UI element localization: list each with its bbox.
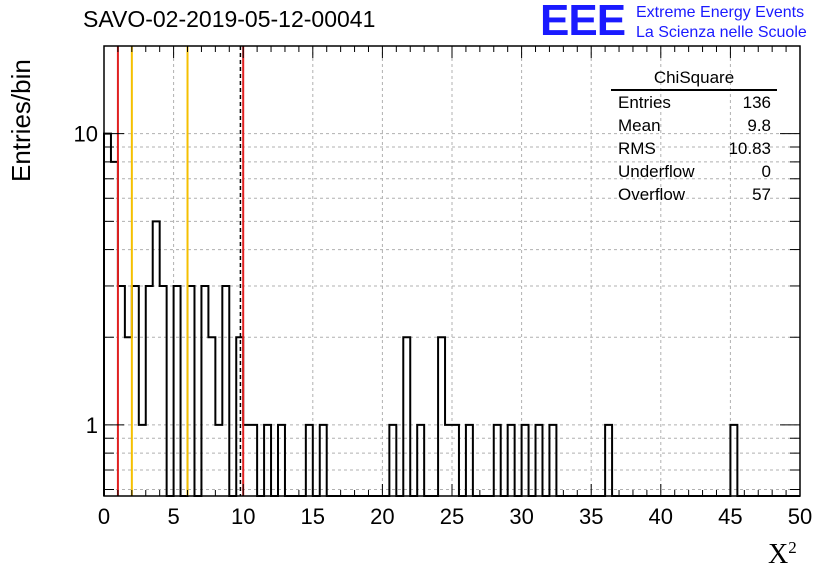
stats-label: Entries: [618, 93, 671, 112]
y-tick-label: 1: [86, 413, 98, 438]
histogram-bin: [222, 286, 229, 496]
stats-row-mean: Mean 9.8: [611, 114, 777, 137]
stats-value: 0: [761, 162, 771, 181]
histogram-bin: [118, 286, 125, 496]
histogram-bin: [494, 425, 501, 496]
histogram-bin: [403, 337, 410, 496]
histogram-bin: [132, 286, 139, 496]
logo-line-2: La Scienza nelle Scuole: [636, 24, 807, 41]
histogram-bin: [417, 425, 424, 496]
x-tick-label: 15: [301, 504, 325, 529]
histogram-bin: [508, 425, 515, 496]
histogram-bin: [466, 425, 473, 496]
stats-label: Underflow: [618, 162, 695, 181]
histogram-bin: [522, 425, 529, 496]
x-tick-label: 10: [231, 504, 255, 529]
stats-row-rms: RMS 10.83: [611, 137, 777, 160]
logo-line-1: Extreme Energy Events: [636, 4, 805, 21]
stats-value: 57: [752, 185, 771, 204]
stats-value: 10.83: [728, 139, 771, 158]
stats-box: ChiSquare Entries 136 Mean 9.8 RMS 10.83…: [611, 68, 777, 206]
x-tick-label: 5: [167, 504, 179, 529]
chart-title: SAVO-02-2019-05-12-00041: [83, 6, 376, 32]
histogram-bin: [389, 425, 396, 496]
x-tick-label: 45: [718, 504, 742, 529]
stats-value: 9.8: [747, 116, 771, 135]
y-tick-label: 10: [74, 122, 98, 147]
stats-label: RMS: [618, 139, 656, 158]
histogram-bin: [139, 425, 146, 496]
histogram-bin: [306, 425, 313, 496]
histogram-bin: [201, 286, 208, 496]
histogram-bin: [452, 425, 459, 496]
histogram-bin: [264, 425, 271, 496]
histogram-bin: [320, 425, 327, 496]
histogram-bin: [549, 425, 556, 496]
histogram-bin: [438, 337, 445, 496]
x-tick-label: 0: [98, 504, 110, 529]
x-tick-label: 30: [509, 504, 533, 529]
x-axis-label-base: X: [768, 539, 789, 570]
eee-logo-icon: EEE: [540, 0, 626, 45]
x-tick-label: 50: [788, 504, 812, 529]
histogram-bin: [605, 425, 612, 496]
histogram-bin: [730, 425, 737, 496]
histogram-bin: [153, 221, 160, 496]
stats-row-overflow: Overflow 57: [611, 183, 777, 206]
histogram-bin: [111, 162, 118, 496]
x-axis-label-superscript: 2: [788, 538, 797, 557]
stats-value: 136: [742, 93, 771, 112]
histogram-bin: [445, 425, 452, 496]
histogram-bin: [215, 425, 222, 496]
stats-row-underflow: Underflow 0: [611, 160, 777, 183]
histogram-bin: [243, 425, 250, 496]
histogram-bin: [160, 286, 167, 496]
x-tick-label: 25: [440, 504, 464, 529]
histogram-bin: [208, 337, 215, 496]
stats-row-entries: Entries 136: [611, 91, 777, 114]
histogram-bin: [146, 286, 153, 496]
histogram-bin: [104, 134, 111, 496]
y-axis-label: Entries/bin: [6, 59, 36, 182]
histogram-bin: [174, 286, 181, 496]
histogram-bin: [536, 425, 543, 496]
histogram-bin: [278, 425, 285, 496]
histogram-bin: [188, 286, 195, 496]
x-axis-label: X2: [768, 538, 797, 571]
stats-box-title: ChiSquare: [611, 68, 777, 91]
x-tick-label: 20: [370, 504, 394, 529]
stats-label: Mean: [618, 116, 661, 135]
histogram-bin: [125, 337, 132, 496]
x-tick-label: 40: [649, 504, 673, 529]
stats-label: Overflow: [618, 185, 686, 204]
x-tick-label: 35: [579, 504, 603, 529]
histogram-bin: [250, 425, 257, 496]
